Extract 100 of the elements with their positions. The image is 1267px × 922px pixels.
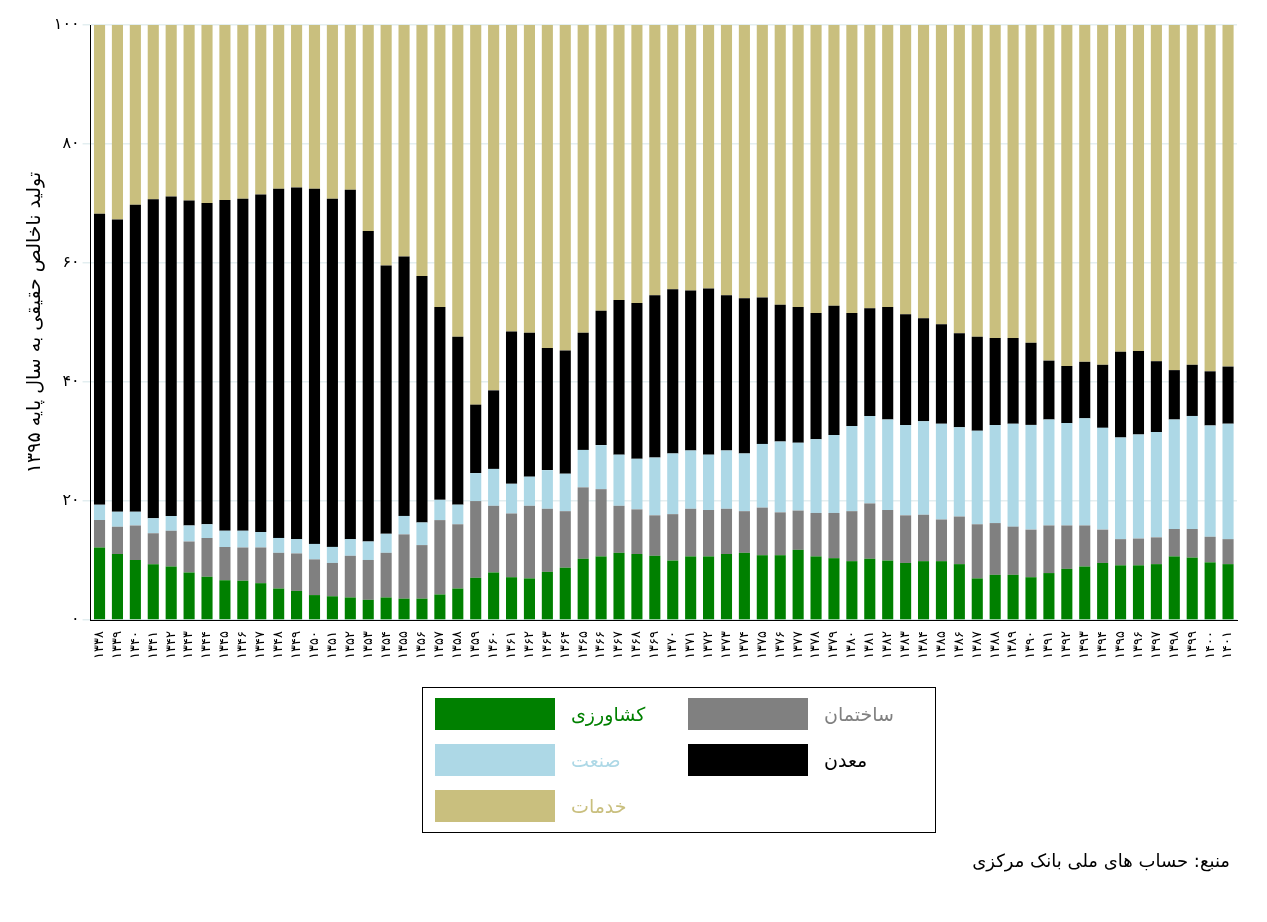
bar	[1222, 564, 1234, 620]
bar	[1079, 525, 1091, 567]
bar	[165, 25, 177, 197]
bar	[183, 200, 195, 526]
x-tick-label: ۱۳۹۷	[1147, 631, 1163, 660]
bar	[971, 578, 983, 620]
bar	[129, 525, 141, 560]
bar	[828, 558, 840, 620]
bar	[1115, 565, 1127, 620]
bar	[559, 567, 571, 620]
bar	[971, 524, 983, 579]
x-tick-label: ۱۳۹۰	[1022, 631, 1038, 660]
bar	[595, 25, 607, 311]
text: معدن	[824, 749, 868, 771]
bar	[613, 25, 625, 300]
bar	[1186, 25, 1198, 365]
bar	[541, 348, 553, 471]
bar	[989, 25, 1001, 339]
bar	[308, 188, 321, 544]
bar	[649, 25, 661, 296]
bar	[577, 449, 589, 488]
bar	[577, 332, 589, 450]
bar	[971, 430, 983, 525]
bar	[470, 501, 482, 578]
bar	[1150, 564, 1162, 620]
x-tick-label: ۱۳۶۲	[520, 631, 536, 660]
bar	[738, 25, 750, 299]
bar	[1061, 25, 1073, 366]
x-tick-label: ۱۳۹۶	[1129, 631, 1145, 660]
x-tick-label: ۱۳۶۷	[610, 631, 626, 660]
bar	[470, 404, 482, 474]
bar	[1079, 566, 1091, 620]
bar	[523, 332, 535, 477]
bar	[577, 487, 589, 559]
bar	[488, 468, 500, 506]
x-tick-label: ۱۳۵۹	[467, 631, 483, 660]
bar	[165, 515, 177, 531]
x-tick-label: ۱۳۵۲	[341, 631, 357, 660]
bar	[1025, 529, 1037, 578]
bar	[720, 450, 733, 509]
bar	[416, 25, 428, 277]
bar	[935, 561, 947, 620]
bar	[1025, 342, 1037, 425]
bar	[1222, 366, 1234, 424]
bar	[631, 302, 643, 459]
bar	[505, 513, 518, 578]
bar	[917, 561, 930, 620]
bar	[1168, 419, 1180, 530]
bar	[344, 597, 356, 620]
x-tick-label: ۱۳۴۴	[198, 631, 214, 660]
x-tick-label: ۱۳۷۰	[664, 631, 680, 660]
bar	[882, 560, 894, 620]
bar	[828, 512, 840, 559]
bar	[1025, 424, 1037, 530]
bar	[917, 421, 930, 515]
bar	[308, 559, 321, 596]
bar	[703, 288, 715, 455]
bar	[935, 519, 947, 562]
bar	[882, 25, 894, 308]
x-tick-label: ۱۳۶۰	[484, 631, 500, 660]
bar	[452, 588, 464, 620]
bar	[1168, 529, 1180, 557]
bar	[1043, 360, 1055, 420]
bar	[559, 350, 571, 474]
bar	[416, 545, 428, 599]
bar	[398, 598, 410, 620]
bar	[111, 511, 123, 527]
bar	[828, 305, 840, 435]
bar	[93, 520, 106, 548]
bar	[792, 442, 804, 511]
bar	[488, 505, 500, 573]
bar	[291, 590, 303, 620]
bar	[631, 458, 643, 510]
bar	[846, 313, 858, 427]
bar	[1007, 423, 1019, 527]
bar	[1079, 418, 1091, 526]
bar	[846, 561, 858, 620]
bar	[416, 522, 428, 546]
bar	[1097, 364, 1109, 428]
x-tick-label: ۱۳۷۶	[771, 631, 787, 660]
bar	[1132, 25, 1145, 352]
bar	[667, 289, 679, 454]
x-tick-label: ۱۳۶۳	[538, 631, 554, 660]
bar	[308, 595, 321, 620]
x-tick-label: ۱۳۸۹	[1004, 631, 1020, 660]
bar	[595, 556, 607, 620]
bar	[738, 511, 750, 553]
bar	[255, 532, 267, 548]
bar	[559, 473, 571, 512]
text: کشاورزی	[571, 703, 646, 725]
bar	[917, 25, 930, 319]
x-tick-label: ۱۳۷۵	[753, 631, 769, 660]
bar	[255, 583, 267, 620]
bar	[237, 25, 249, 199]
bar	[111, 554, 123, 620]
bar	[1115, 539, 1127, 566]
bar	[953, 516, 965, 565]
bar	[828, 435, 840, 513]
x-tick-label: ۱۳۷۲	[699, 631, 715, 660]
text: خدمات	[571, 795, 627, 817]
